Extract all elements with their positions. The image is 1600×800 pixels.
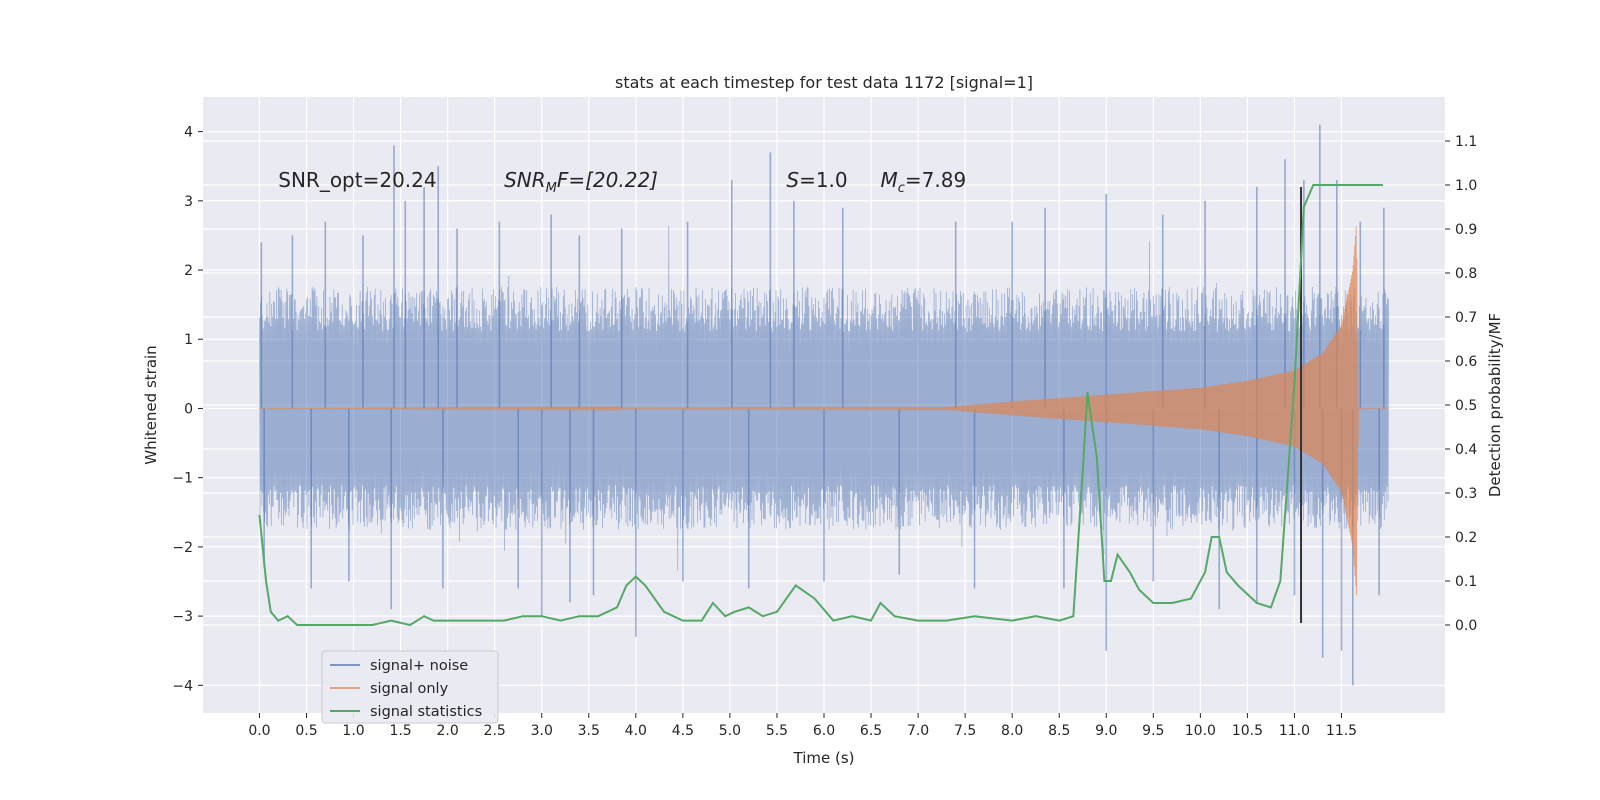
y2-tick-label: 0.6 xyxy=(1455,354,1477,370)
x-tick-label: 6.0 xyxy=(813,723,835,739)
legend-label: signal+ noise xyxy=(370,658,468,674)
x-tick-label: 9.5 xyxy=(1142,723,1164,739)
y2-tick-label: 0.8 xyxy=(1455,266,1477,282)
x-tick-label: 3.5 xyxy=(578,723,600,739)
annotation-mc-sub: c xyxy=(898,181,905,196)
x-tick-label: 9.0 xyxy=(1095,723,1117,739)
annotation-s: S=1.0 xyxy=(786,168,847,192)
x-tick-label: 1.0 xyxy=(342,723,364,739)
y-tick-label: 1 xyxy=(184,332,193,348)
y2-tick-label: 0.5 xyxy=(1455,398,1477,414)
y-tick-label: 2 xyxy=(184,263,193,279)
x-axis-label: Time (s) xyxy=(793,749,855,767)
annotation-s-italic: S xyxy=(786,168,799,192)
y2-tick-label: 0.0 xyxy=(1455,618,1477,634)
y-tick-label: −1 xyxy=(172,471,193,487)
legend: signal+ noise signal only signal statistic… xyxy=(321,650,499,724)
x-tick-label: 4.5 xyxy=(672,723,694,739)
x-tick-label: 5.0 xyxy=(719,723,741,739)
x-tick-label: 2.5 xyxy=(484,723,506,739)
annotation-snr-mf: SNRMF=[20.22] xyxy=(504,168,658,196)
y2-tick-label: 0.2 xyxy=(1455,530,1477,546)
y2-axis-ticks: 0.0 0.1 0.2 0.3 0.4 0.5 0.6 0.7 0.8 0.9 1.0 1.1 xyxy=(1445,134,1477,634)
y2-tick-label: 0.1 xyxy=(1455,574,1477,590)
y2-tick-label: 0.4 xyxy=(1455,442,1477,458)
y-tick-label: −2 xyxy=(172,540,193,556)
x-tick-label: 11.0 xyxy=(1279,723,1310,739)
legend-label: signal only xyxy=(370,681,449,697)
x-tick-label: 10.0 xyxy=(1185,723,1216,739)
y2-tick-label: 0.3 xyxy=(1455,486,1477,502)
x-tick-label: 11.5 xyxy=(1326,723,1357,739)
chart-title: stats at each timestep for test data 117… xyxy=(615,73,1033,92)
annotation-mc-value: =7.89 xyxy=(905,168,966,192)
y-axis-label: Whitened strain xyxy=(142,345,160,464)
x-tick-label: 5.5 xyxy=(766,723,788,739)
y-tick-label: 3 xyxy=(184,194,193,210)
y2-axis-label: Detection probability/MF xyxy=(1486,313,1504,497)
x-tick-label: 0.5 xyxy=(295,723,317,739)
legend-box xyxy=(321,650,499,724)
signal-series-line xyxy=(259,226,1389,596)
x-tick-label: 8.5 xyxy=(1048,723,1070,739)
statistics-series-line xyxy=(258,184,1383,627)
y2-tick-label: 0.7 xyxy=(1455,310,1477,326)
annotation-mc: Mc=7.89 xyxy=(880,168,966,196)
x-tick-label: 6.5 xyxy=(860,723,882,739)
y2-tick-label: 0.9 xyxy=(1455,222,1477,238)
y-tick-label: −4 xyxy=(172,678,193,694)
y-axis-ticks: −4 −3 −2 −1 0 1 2 3 4 xyxy=(172,125,203,694)
annotation-mc-main: M xyxy=(880,168,897,192)
annotation-s-value: =1.0 xyxy=(799,168,848,192)
x-tick-label: 0.0 xyxy=(248,723,270,739)
x-tick-label: 3.0 xyxy=(531,723,553,739)
x-tick-label: 7.0 xyxy=(907,723,929,739)
x-tick-label: 10.5 xyxy=(1232,723,1263,739)
x-tick-label: 1.5 xyxy=(389,723,411,739)
plot-data-area xyxy=(258,124,1389,686)
x-axis-ticks: 0.0 0.5 1.0 1.5 2.0 2.5 3.0 3.5 4.0 4.5 5.0 5.5 6.0 6… xyxy=(248,713,1357,739)
x-tick-label: 8.0 xyxy=(1001,723,1023,739)
y-tick-label: 0 xyxy=(184,401,193,417)
y2-tick-label: 1.0 xyxy=(1455,178,1477,194)
y2-tick-label: 1.1 xyxy=(1455,134,1477,150)
legend-label: signal statistics xyxy=(370,704,482,720)
annotation-snr-mf-rest: F=[20.22] xyxy=(557,168,658,192)
noise-series-line xyxy=(259,225,1389,571)
annotation-snr-mf-sub: M xyxy=(546,181,557,196)
y-tick-label: −3 xyxy=(172,609,193,625)
x-tick-label: 7.5 xyxy=(954,723,976,739)
x-tick-label: 2.0 xyxy=(437,723,459,739)
annotation-snr-opt: SNR_opt=20.24 xyxy=(278,168,436,192)
y-tick-label: 4 xyxy=(184,125,193,141)
annotation-snr-mf-main: SNR xyxy=(504,168,546,192)
x-tick-label: 4.0 xyxy=(625,723,647,739)
